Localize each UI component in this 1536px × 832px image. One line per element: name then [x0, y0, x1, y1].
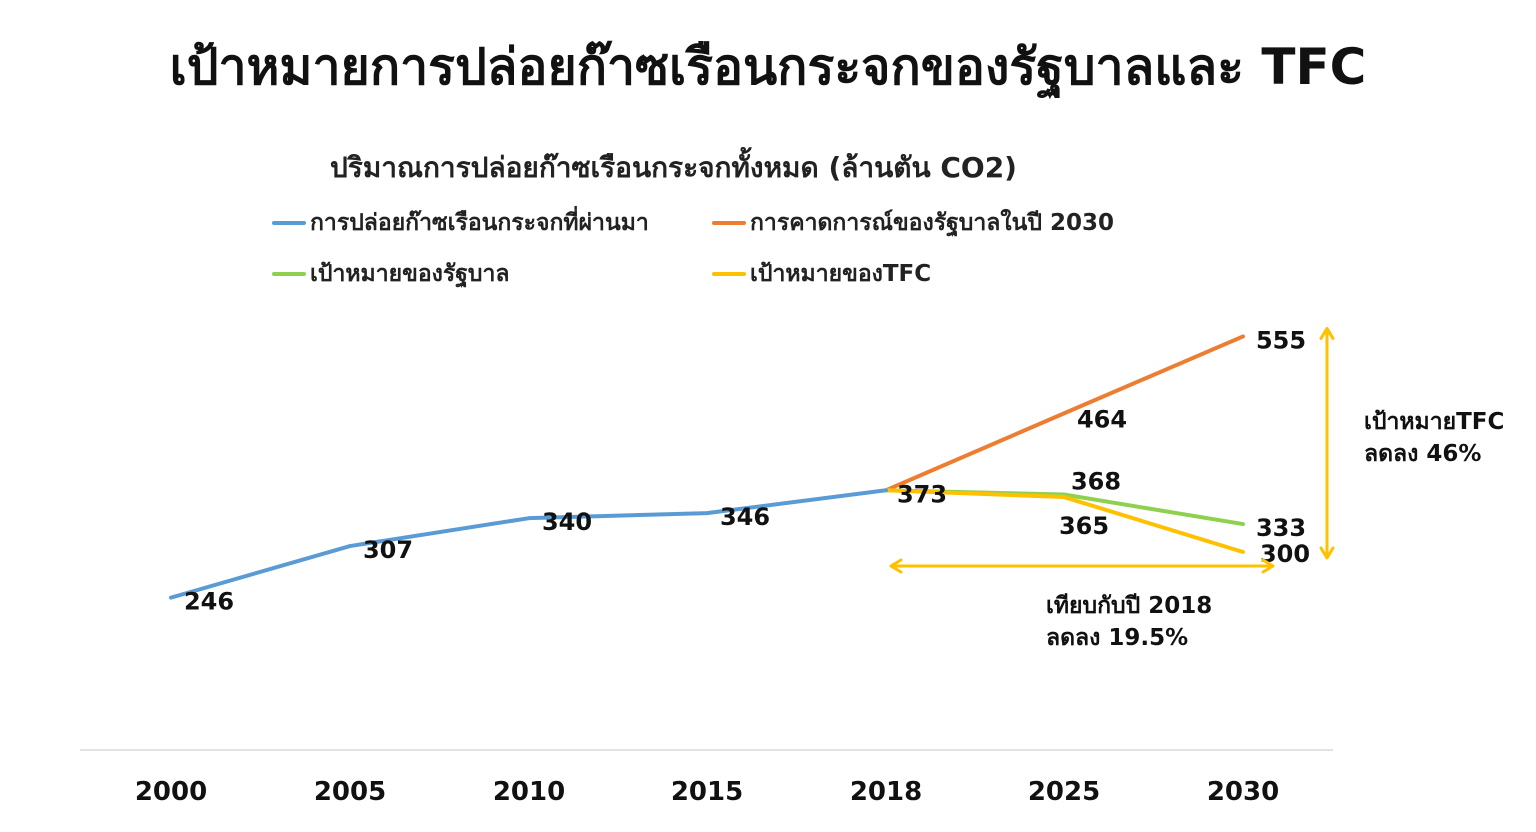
x-tick-label-2000: 2000 [135, 777, 207, 807]
legend-item-historical: การปล่อยก๊าซเรือนกระจกที่ผ่านมา [272, 206, 649, 240]
chart-title: เป้าหมายการปล่อยก๊าซเรือนกระจกของรัฐบาลแ… [169, 38, 1367, 96]
horizontal-arrow-head-right [1261, 558, 1275, 574]
annotation-2018-reduction-line2: ลดลง 19.5% [1046, 625, 1189, 651]
data-label-historical-2000: 246 [184, 588, 234, 616]
data-label-gov-forecast-2025: 464 [1077, 405, 1127, 433]
annotation-2018-reduction-line1: เทียบกับปี 2018 [1046, 593, 1213, 619]
vertical-arrow-head-top [1319, 326, 1335, 340]
data-label-historical-2010: 340 [542, 508, 592, 536]
horizontal-arrow-head-left [889, 558, 903, 574]
data-label-tfc-target-2025: 365 [1059, 512, 1109, 540]
x-tick-label-2025: 2025 [1028, 777, 1100, 807]
legend-item-tfc-target: เป้าหมายของTFC [712, 257, 931, 291]
series-line-historical [169, 488, 888, 600]
annotation-tfc-reduction: เป้าหมายTFC ลดลง 46% [1364, 406, 1504, 470]
legend-label-gov-forecast: การคาดการณ์ของรัฐบาลในปี 2030 [750, 210, 1114, 236]
legend-swatch-tfc-target [712, 272, 746, 276]
vertical-arrow-head-bottom [1319, 546, 1335, 560]
data-label-gov-forecast-2030: 555 [1256, 326, 1306, 354]
legend-item-gov-forecast: การคาดการณ์ของรัฐบาลในปี 2030 [712, 206, 1114, 240]
legend-item-gov-target: เป้าหมายของรัฐบาล [272, 257, 510, 291]
legend-swatch-historical [272, 221, 306, 225]
x-tick-label-2030: 2030 [1207, 777, 1279, 807]
x-tick-label-2005: 2005 [314, 777, 386, 807]
data-label-historical-2018: 373 [897, 480, 947, 508]
x-tick-label-2015: 2015 [671, 777, 743, 807]
chart-subtitle: ปริมาณการปล่อยก๊าซเรือนกระจกทั้งหมด (ล้า… [330, 151, 1017, 184]
series-line-gov-forecast [884, 334, 1245, 493]
legend-label-historical: การปล่อยก๊าซเรือนกระจกที่ผ่านมา [310, 210, 649, 236]
x-tick-label-2018: 2018 [850, 777, 922, 807]
legend-label-gov-target: เป้าหมายของรัฐบาล [310, 261, 510, 287]
legend-swatch-gov-target [272, 272, 306, 276]
series-line-tfc-target [884, 488, 1245, 554]
data-label-gov-target-2030: 333 [1256, 514, 1306, 542]
data-label-historical-2005: 307 [363, 536, 413, 564]
annotation-2018-reduction: เทียบกับปี 2018 ลดลง 19.5% [1046, 590, 1212, 654]
legend-label-tfc-target: เป้าหมายของTFC [750, 261, 932, 287]
annotation-tfc-reduction-line2: ลดลง 46% [1364, 441, 1482, 467]
x-tick-label-2010: 2010 [493, 777, 565, 807]
legend-swatch-gov-forecast [712, 221, 746, 225]
data-label-historical-2015: 346 [720, 503, 770, 531]
data-label-gov-target-2025: 368 [1071, 467, 1121, 495]
annotation-tfc-reduction-line1: เป้าหมายTFC [1364, 409, 1505, 435]
